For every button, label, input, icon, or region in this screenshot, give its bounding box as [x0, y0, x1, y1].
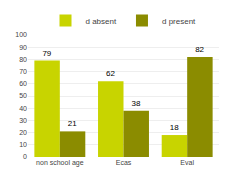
svg-text:40: 40: [19, 105, 27, 112]
svg-text:82: 82: [195, 45, 204, 54]
svg-text:50: 50: [19, 92, 27, 99]
svg-text:d present: d present: [162, 17, 196, 26]
svg-text:60: 60: [19, 80, 27, 87]
svg-text:18: 18: [170, 123, 179, 132]
svg-text:30: 30: [19, 117, 27, 124]
svg-text:100: 100: [15, 31, 27, 38]
svg-text:d absent: d absent: [86, 17, 117, 26]
svg-text:Ecas: Ecas: [116, 159, 132, 166]
svg-text:20: 20: [19, 129, 27, 136]
svg-text:80: 80: [19, 56, 27, 63]
svg-text:79: 79: [42, 49, 51, 58]
svg-text:62: 62: [106, 69, 115, 78]
svg-text:90: 90: [19, 44, 27, 51]
svg-text:38: 38: [132, 99, 141, 108]
svg-text:Eval: Eval: [180, 159, 194, 166]
svg-text:0: 0: [23, 153, 27, 160]
svg-text:10: 10: [19, 141, 27, 148]
svg-text:21: 21: [68, 119, 77, 128]
svg-text:70: 70: [19, 68, 27, 75]
svg-text:non school age: non school age: [36, 159, 84, 167]
